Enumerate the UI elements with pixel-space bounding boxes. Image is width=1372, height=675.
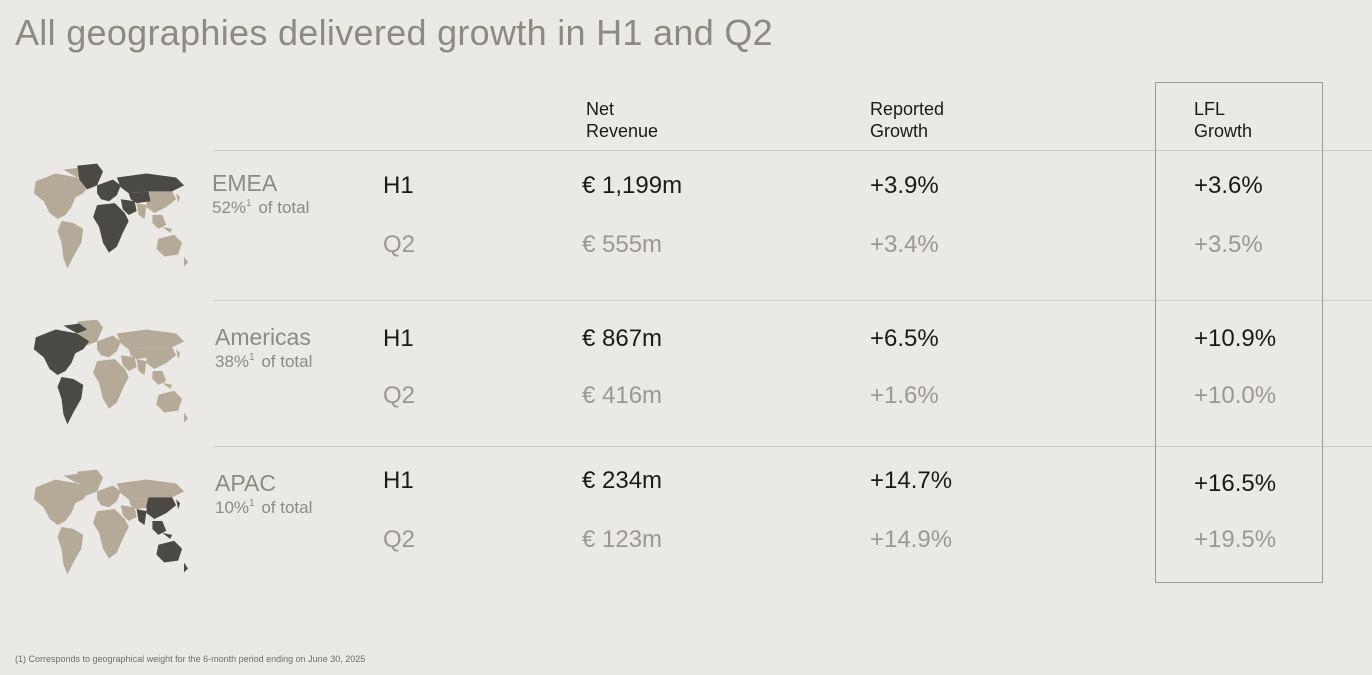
region-share-americas: 38%1 of total xyxy=(215,352,313,371)
americas-world-map xyxy=(33,319,188,425)
period-label: Q2 xyxy=(383,231,416,258)
period-label: Q2 xyxy=(383,526,416,553)
lfl-highlight-box xyxy=(1155,82,1323,583)
lfl-growth-value: +16.5% xyxy=(1194,470,1277,497)
period-label: H1 xyxy=(383,467,414,494)
row-divider xyxy=(214,300,1372,301)
footnote: (1) Corresponds to geographical weight f… xyxy=(15,654,366,664)
reported-growth-header: Reported Growth xyxy=(870,99,945,141)
net-revenue-value: € 416m xyxy=(582,382,663,409)
reported-growth-value: +3.9% xyxy=(870,172,939,199)
reported-growth-value: +14.7% xyxy=(870,467,953,494)
header-divider xyxy=(214,150,1372,151)
region-name-apac: APAC xyxy=(215,470,276,496)
net-revenue-value: € 867m xyxy=(582,325,663,352)
reported-growth-value: +6.5% xyxy=(870,325,939,352)
period-label: Q2 xyxy=(383,382,416,409)
net-revenue-header: Net Revenue xyxy=(586,99,659,141)
reported-growth-value: +1.6% xyxy=(870,382,939,409)
reported-growth-value: +3.4% xyxy=(870,231,939,258)
net-revenue-value: € 1,199m xyxy=(582,172,683,199)
net-revenue-value: € 123m xyxy=(582,526,663,553)
page-title: All geographies delivered growth in H1 a… xyxy=(15,12,773,53)
period-label: H1 xyxy=(383,325,414,352)
reported-growth-value: +14.9% xyxy=(870,526,953,553)
lfl-growth-value: +3.6% xyxy=(1194,172,1263,199)
row-divider xyxy=(214,446,1372,447)
lfl-growth-value: +19.5% xyxy=(1194,526,1277,553)
lfl-growth-value: +10.0% xyxy=(1194,382,1277,409)
lfl-growth-value: +10.9% xyxy=(1194,325,1277,352)
net-revenue-value: € 555m xyxy=(582,231,663,258)
period-label: H1 xyxy=(383,172,414,199)
region-share-emea: 52%1 of total xyxy=(212,198,310,217)
net-revenue-value: € 234m xyxy=(582,467,663,494)
lfl-growth-value: +3.5% xyxy=(1194,231,1263,258)
lfl-growth-header: LFL Growth xyxy=(1194,99,1253,141)
emea-world-map xyxy=(33,163,188,269)
region-name-americas: Americas xyxy=(215,324,311,350)
region-name-emea: EMEA xyxy=(212,170,278,196)
apac-world-map xyxy=(33,469,188,575)
region-share-apac: 10%1 of total xyxy=(215,498,313,517)
